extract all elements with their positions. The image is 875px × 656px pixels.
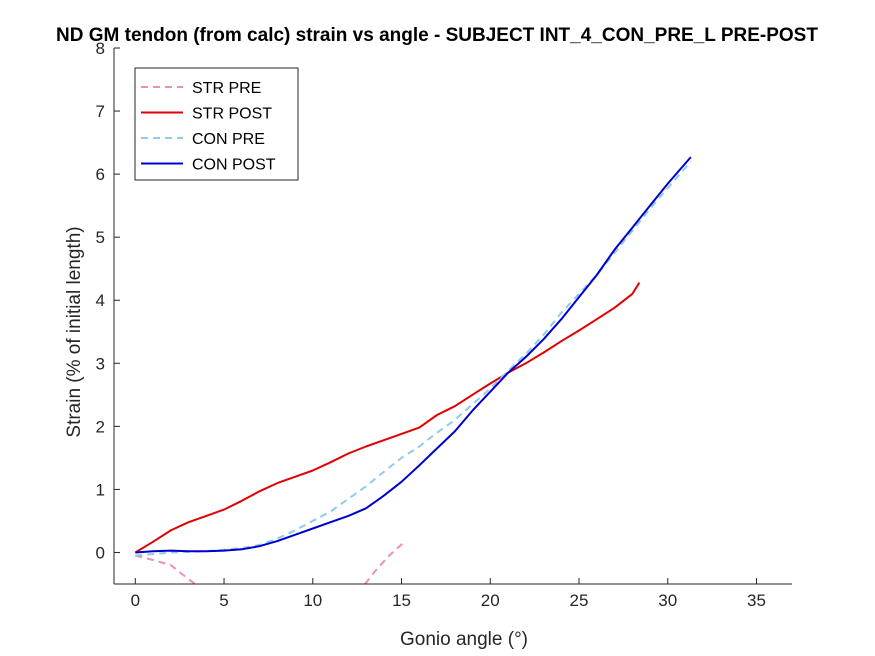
x-tick-label: 35	[747, 591, 766, 610]
y-tick-label: 2	[96, 417, 105, 436]
y-axis-label: Strain (% of initial length)	[64, 226, 85, 437]
legend-label-3: CON POST	[192, 157, 276, 174]
x-tick-label: 20	[481, 591, 500, 610]
y-tick-label: 0	[96, 543, 105, 562]
legend-box	[134, 67, 299, 181]
axes-layer	[113, 48, 792, 585]
y-tick-label: 4	[96, 291, 105, 310]
x-axis-label: Gonio angle (°)	[400, 629, 528, 650]
y-tick-label: 1	[96, 480, 105, 499]
series-layer	[134, 156, 692, 584]
y-tick-label: 3	[96, 354, 105, 373]
y-tick-label: 8	[96, 39, 105, 58]
legend: STR PRE STR POST CON PRE CON POST	[134, 67, 299, 181]
chart-title: ND GM tendon (from calc) strain vs angle…	[56, 25, 818, 46]
legend-label-0: STR PRE	[192, 80, 261, 97]
x-tick-label: 10	[303, 591, 322, 610]
y-tick-label: 7	[96, 102, 105, 121]
ticks-layer: 0 5 10 15 20 25 30 35 0 1 2 3 4 5 6 7 8	[96, 39, 766, 610]
legend-label-1: STR POST	[192, 106, 272, 123]
series-line-3	[135, 156, 692, 554]
x-tick-label: 15	[392, 591, 411, 610]
legend-label-2: CON PRE	[192, 131, 265, 148]
series-line-1	[134, 282, 641, 554]
series-line-0	[135, 542, 404, 584]
x-tick-label: 0	[131, 591, 140, 610]
x-tick-label: 25	[570, 591, 589, 610]
x-tick-label: 5	[219, 591, 228, 610]
x-tick-label: 30	[658, 591, 677, 610]
y-tick-label: 6	[96, 165, 105, 184]
y-tick-label: 5	[96, 228, 105, 247]
